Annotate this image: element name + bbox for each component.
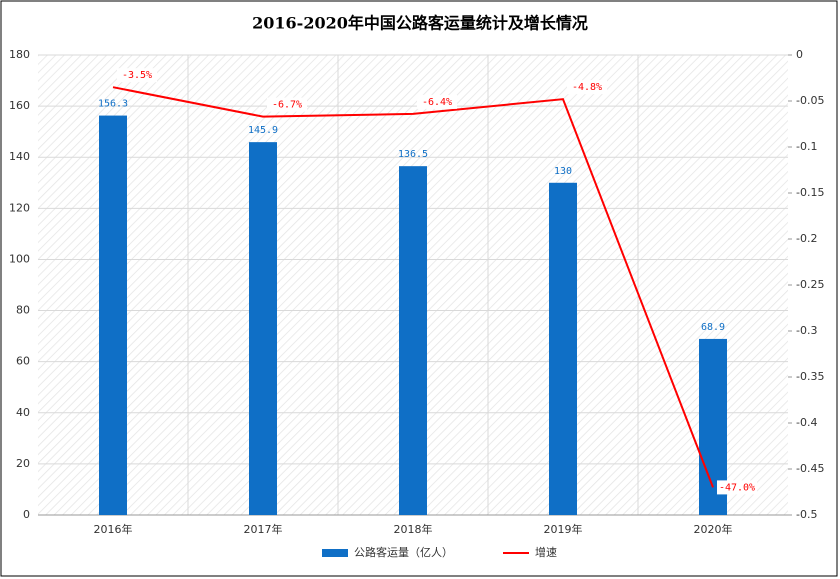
- line-value-label: -6.4%: [422, 97, 452, 108]
- label-box: [267, 97, 307, 112]
- x-tick-label: 2019年: [544, 522, 583, 536]
- bar-value-label: 68.9: [701, 322, 725, 333]
- bar: [399, 166, 427, 515]
- y2-tick-label: -0.2: [796, 232, 817, 245]
- bar: [249, 142, 277, 515]
- line-value-label: -47.0%: [719, 482, 755, 493]
- chart-title: 2016-2020年中国公路客运量统计及增长情况: [252, 14, 588, 33]
- label-box: [417, 94, 457, 109]
- x-tick-label: 2016年: [94, 522, 133, 536]
- y2-tick-label: -0.5: [796, 508, 817, 521]
- y-tick-label: 20: [16, 457, 30, 470]
- y2-tick-label: -0.4: [796, 416, 817, 429]
- bar-value-label: 130: [554, 166, 572, 177]
- label-box: [717, 480, 757, 495]
- line-value-label: -3.5%: [122, 70, 152, 81]
- legend-label: 增速: [535, 545, 557, 559]
- bar-value-label: 136.5: [398, 149, 428, 160]
- y2-tick-label: -0.1: [796, 140, 817, 153]
- y-tick-label: 100: [9, 252, 30, 265]
- y-tick-label: 60: [16, 355, 30, 368]
- line-value-label: -4.8%: [572, 82, 602, 93]
- label-box: [117, 68, 157, 83]
- y-tick-label: 40: [16, 406, 30, 419]
- y-tick-label: 140: [9, 150, 30, 163]
- y2-tick-label: -0.15: [796, 186, 824, 199]
- line-value-label: -6.7%: [272, 100, 302, 111]
- x-tick-label: 2017年: [244, 522, 283, 536]
- x-tick-label: 2020年: [694, 522, 733, 536]
- bar-value-label: 156.3: [98, 99, 128, 110]
- y-tick-label: 180: [9, 48, 30, 61]
- bar: [99, 115, 127, 516]
- y2-tick-label: -0.25: [796, 278, 824, 291]
- y-tick-label: 160: [9, 99, 30, 112]
- bar-value-label: 145.9: [248, 125, 278, 136]
- y2-tick-label: 0: [796, 48, 803, 61]
- y2-tick-label: -0.35: [796, 370, 824, 383]
- legend-swatch: [322, 549, 348, 557]
- legend-label: 公路客运量（亿人）: [354, 545, 453, 559]
- y2-tick-label: -0.05: [796, 94, 824, 107]
- y-tick-label: 0: [23, 508, 30, 521]
- line: [112, 86, 714, 488]
- bar: [549, 182, 577, 515]
- y2-tick-label: -0.45: [796, 462, 824, 475]
- x-tick-label: 2018年: [394, 522, 433, 536]
- y2-tick-label: -0.3: [796, 324, 817, 337]
- y-tick-label: 80: [16, 304, 30, 317]
- label-box: [567, 80, 607, 95]
- y-tick-label: 120: [9, 201, 30, 214]
